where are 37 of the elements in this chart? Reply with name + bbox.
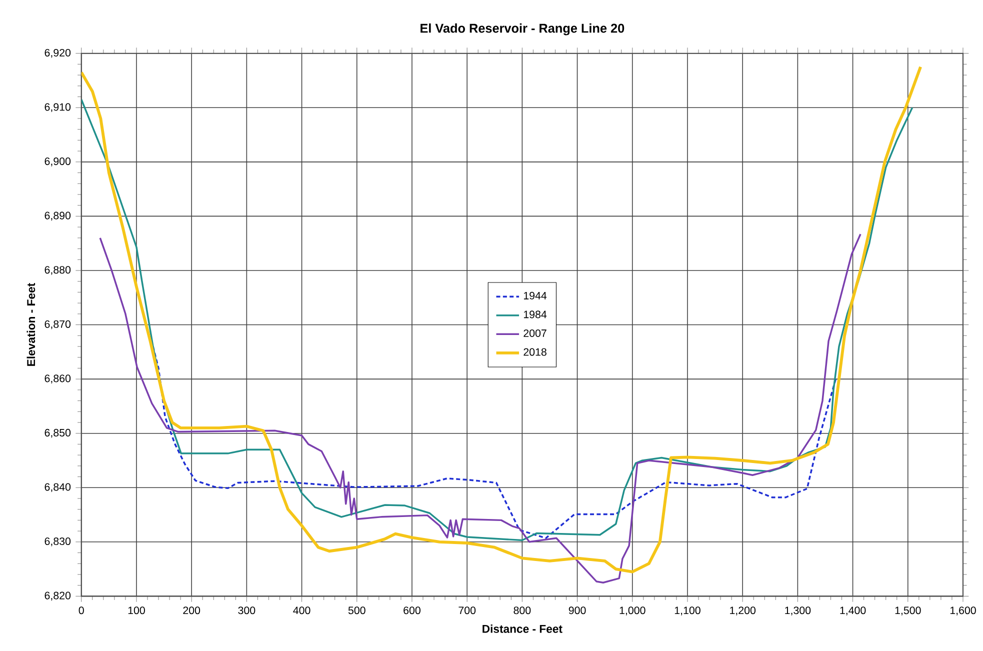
x-tick-label: 0: [78, 606, 84, 614]
x-tick-label: 1,600: [950, 606, 976, 616]
y-tick-label: 6,850: [44, 428, 71, 438]
line-series: [99, 233, 862, 584]
x-tick-label: 600: [404, 606, 420, 614]
x-tick-label: 400: [293, 606, 310, 614]
x-tick-label: 1,500: [895, 606, 921, 616]
y-tick-label: 6,920: [44, 49, 71, 58]
y-tick-label: 6,870: [44, 320, 71, 330]
x-tick-label: 800: [514, 606, 531, 614]
x-tick-label: 700: [458, 606, 476, 614]
y-tick-label: 6,840: [44, 483, 71, 492]
x-tick-label: 100: [128, 606, 145, 614]
y-tick-label: 6,830: [44, 538, 71, 546]
y-tick-label: 6,820: [44, 592, 71, 601]
legend-label: 1944: [524, 292, 547, 300]
x-tick-label: 1,100: [674, 606, 700, 616]
x-axis-title: Distance - Feet: [482, 624, 562, 633]
y-tick-label: 6,910: [44, 103, 71, 112]
legend-label: 2018: [524, 348, 546, 356]
x-tick-label: 1,000: [620, 606, 646, 616]
line-series: [152, 346, 837, 540]
x-tick-label: 300: [238, 606, 256, 614]
chart-title: El Vado Reservoir - Range Line 20: [420, 23, 624, 36]
y-tick-label: 6,890: [44, 212, 71, 221]
y-tick-label: 6,860: [44, 374, 71, 384]
x-tick-label: 1,400: [840, 606, 866, 616]
legend-label: 1984: [524, 310, 547, 318]
y-tick-label: 6,880: [44, 266, 71, 275]
y-axis-title: Elevation - Feet: [26, 283, 36, 366]
x-tick-label: 500: [348, 606, 366, 614]
x-tick-label: 200: [183, 606, 200, 614]
legend-label: 2007: [524, 330, 546, 338]
x-tick-label: 1,300: [785, 606, 811, 616]
x-tick-label: 900: [568, 606, 586, 614]
y-tick-label: 6,900: [44, 158, 71, 166]
x-tick-label: 1,200: [730, 606, 756, 616]
